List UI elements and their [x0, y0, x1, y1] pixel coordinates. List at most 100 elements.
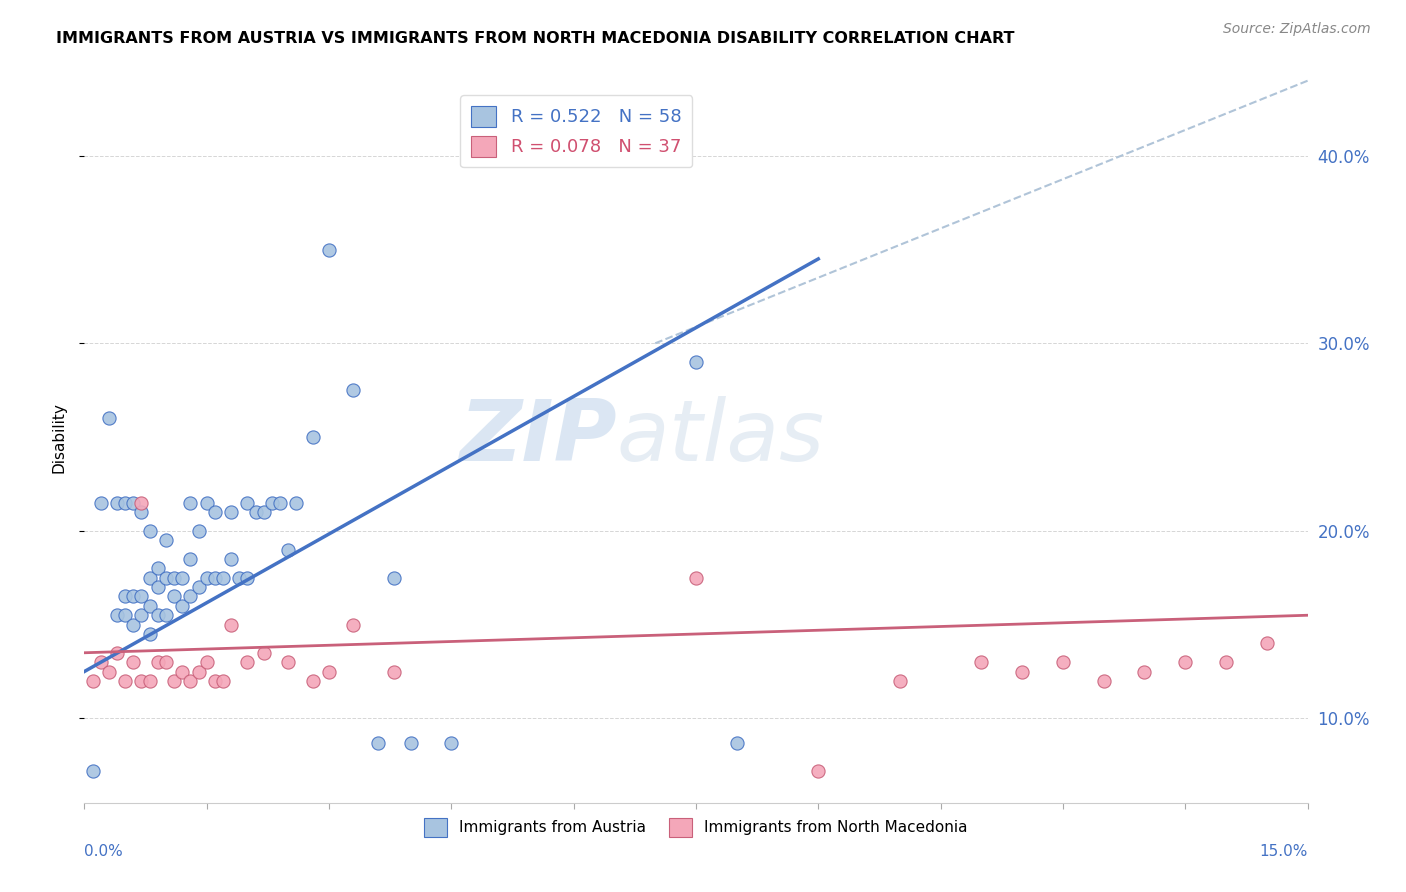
- Point: [146, 561, 169, 575]
- Point: [97, 411, 120, 425]
- Point: [105, 646, 128, 660]
- Point: [1092, 673, 1115, 688]
- Point: [382, 665, 405, 679]
- Point: [318, 665, 340, 679]
- Point: [1011, 665, 1033, 679]
- Legend: Immigrants from Austria, Immigrants from North Macedonia: Immigrants from Austria, Immigrants from…: [418, 812, 974, 843]
- Point: [260, 496, 283, 510]
- Point: [342, 617, 364, 632]
- Point: [114, 496, 136, 510]
- Point: [122, 655, 145, 669]
- Point: [90, 655, 112, 669]
- Point: [807, 764, 830, 778]
- Point: [204, 505, 226, 519]
- Text: ZIP: ZIP: [458, 395, 616, 479]
- Point: [277, 542, 299, 557]
- Point: [122, 496, 145, 510]
- Point: [277, 655, 299, 669]
- Point: [122, 617, 145, 632]
- Point: [219, 505, 242, 519]
- Point: [105, 608, 128, 623]
- Point: [172, 665, 194, 679]
- Point: [685, 571, 707, 585]
- Point: [163, 590, 186, 604]
- Point: [970, 655, 993, 669]
- Point: [219, 617, 242, 632]
- Point: [187, 580, 209, 594]
- Point: [172, 599, 194, 613]
- Point: [155, 655, 177, 669]
- Point: [399, 736, 422, 750]
- Point: [228, 571, 250, 585]
- Point: [301, 673, 323, 688]
- Point: [342, 383, 364, 397]
- Point: [685, 355, 707, 369]
- Point: [131, 505, 153, 519]
- Point: [114, 608, 136, 623]
- Point: [146, 655, 169, 669]
- Point: [114, 673, 136, 688]
- Point: [187, 665, 209, 679]
- Point: [146, 608, 169, 623]
- Point: [269, 496, 291, 510]
- Point: [105, 496, 128, 510]
- Point: [179, 552, 201, 566]
- Point: [195, 496, 218, 510]
- Point: [212, 673, 235, 688]
- Point: [82, 764, 104, 778]
- Point: [253, 505, 276, 519]
- Point: [131, 496, 153, 510]
- Point: [1174, 655, 1197, 669]
- Point: [204, 673, 226, 688]
- Point: [382, 571, 405, 585]
- Point: [219, 552, 242, 566]
- Point: [212, 571, 235, 585]
- Y-axis label: Disability: Disability: [51, 401, 66, 473]
- Point: [138, 599, 160, 613]
- Point: [440, 736, 463, 750]
- Point: [367, 736, 389, 750]
- Point: [195, 571, 218, 585]
- Point: [163, 571, 186, 585]
- Point: [179, 590, 201, 604]
- Text: Source: ZipAtlas.com: Source: ZipAtlas.com: [1223, 22, 1371, 37]
- Point: [253, 646, 276, 660]
- Point: [1215, 655, 1237, 669]
- Point: [179, 673, 201, 688]
- Point: [236, 496, 259, 510]
- Point: [138, 627, 160, 641]
- Point: [889, 673, 911, 688]
- Point: [301, 430, 323, 444]
- Point: [138, 673, 160, 688]
- Text: 0.0%: 0.0%: [84, 845, 124, 860]
- Point: [155, 533, 177, 548]
- Point: [97, 665, 120, 679]
- Point: [122, 590, 145, 604]
- Point: [155, 571, 177, 585]
- Point: [131, 673, 153, 688]
- Text: IMMIGRANTS FROM AUSTRIA VS IMMIGRANTS FROM NORTH MACEDONIA DISABILITY CORRELATIO: IMMIGRANTS FROM AUSTRIA VS IMMIGRANTS FR…: [56, 31, 1015, 46]
- Point: [236, 655, 259, 669]
- Point: [114, 590, 136, 604]
- Point: [155, 608, 177, 623]
- Point: [131, 608, 153, 623]
- Point: [172, 571, 194, 585]
- Text: 15.0%: 15.0%: [1260, 845, 1308, 860]
- Point: [1052, 655, 1074, 669]
- Text: atlas: atlas: [616, 395, 824, 479]
- Point: [1256, 636, 1278, 650]
- Point: [187, 524, 209, 538]
- Point: [725, 736, 748, 750]
- Point: [146, 580, 169, 594]
- Point: [204, 571, 226, 585]
- Point: [138, 524, 160, 538]
- Point: [82, 673, 104, 688]
- Point: [163, 673, 186, 688]
- Point: [179, 496, 201, 510]
- Point: [131, 590, 153, 604]
- Point: [1133, 665, 1156, 679]
- Point: [236, 571, 259, 585]
- Point: [245, 505, 267, 519]
- Point: [318, 243, 340, 257]
- Point: [195, 655, 218, 669]
